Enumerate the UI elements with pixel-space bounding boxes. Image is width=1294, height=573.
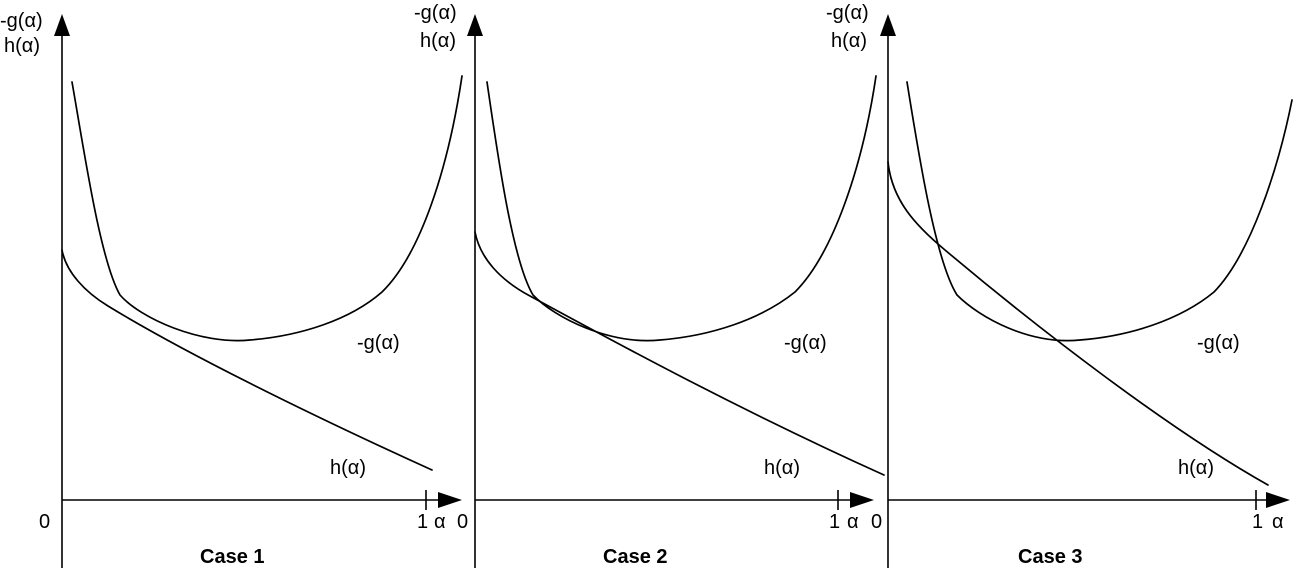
y-axis-arrow-case-3 — [880, 14, 896, 36]
curve-neg-g-case-2 — [486, 75, 877, 342]
curve-label-neg-g-case-1: -g(α) — [357, 332, 400, 354]
curve-neg-g-case-3 — [906, 81, 1293, 342]
origin-label-case-2: 0 — [457, 511, 468, 533]
panel-case-1: -g(α) h(α) 0 1 α -g(α) h(α) Case 1 — [0, 10, 463, 568]
y-axis-label-h-case-3: h(α) — [831, 30, 867, 52]
curve-neg-g-case-1 — [71, 75, 463, 342]
x-axis-arrow-case-2 — [850, 492, 874, 508]
x-axis-arrow-case-3 — [1266, 492, 1290, 508]
y-axis-label-neg-g-case-1: -g(α) — [0, 10, 43, 32]
y-axis-label-h-case-1: h(α) — [4, 35, 40, 57]
case-title-1: Case 1 — [200, 546, 265, 568]
y-axis-label-neg-g-case-3: -g(α) — [826, 2, 869, 24]
curve-label-neg-g-case-2: -g(α) — [784, 332, 827, 354]
curve-h-case-1 — [61, 249, 433, 471]
panel-case-2: -g(α) h(α) 0 1 α -g(α) h(α) Case 2 — [414, 2, 885, 568]
curve-label-h-case-3: h(α) — [1178, 457, 1214, 479]
origin-label-case-3: 0 — [871, 511, 882, 533]
panel-case-3: -g(α) h(α) 0 1 α -g(α) h(α) Case 3 — [826, 2, 1293, 568]
curve-label-h-case-2: h(α) — [764, 457, 800, 479]
y-axis-label-neg-g-case-2: -g(α) — [414, 2, 457, 24]
y-axis-label-h-case-2: h(α) — [420, 30, 456, 52]
origin-label-case-1: 0 — [39, 511, 50, 533]
y-axis-arrow-case-1 — [54, 14, 70, 36]
curve-h-case-2 — [474, 231, 885, 476]
curve-h-case-3 — [887, 161, 1269, 486]
x-tick-label-1-case-3: 1 — [1252, 511, 1263, 533]
x-axis-label-case-2: α — [847, 511, 859, 533]
curve-label-neg-g-case-3: -g(α) — [1197, 332, 1240, 354]
x-axis-label-case-3: α — [1272, 511, 1284, 533]
x-axis-arrow-case-1 — [438, 492, 462, 508]
x-tick-label-1-case-2: 1 — [829, 511, 840, 533]
x-tick-label-1-case-1: 1 — [417, 511, 428, 533]
y-axis-arrow-case-2 — [467, 14, 483, 36]
curve-label-h-case-1: h(α) — [330, 457, 366, 479]
case-title-3: Case 3 — [1018, 546, 1083, 568]
case-title-2: Case 2 — [603, 546, 668, 568]
x-axis-label-case-1: α — [434, 511, 446, 533]
